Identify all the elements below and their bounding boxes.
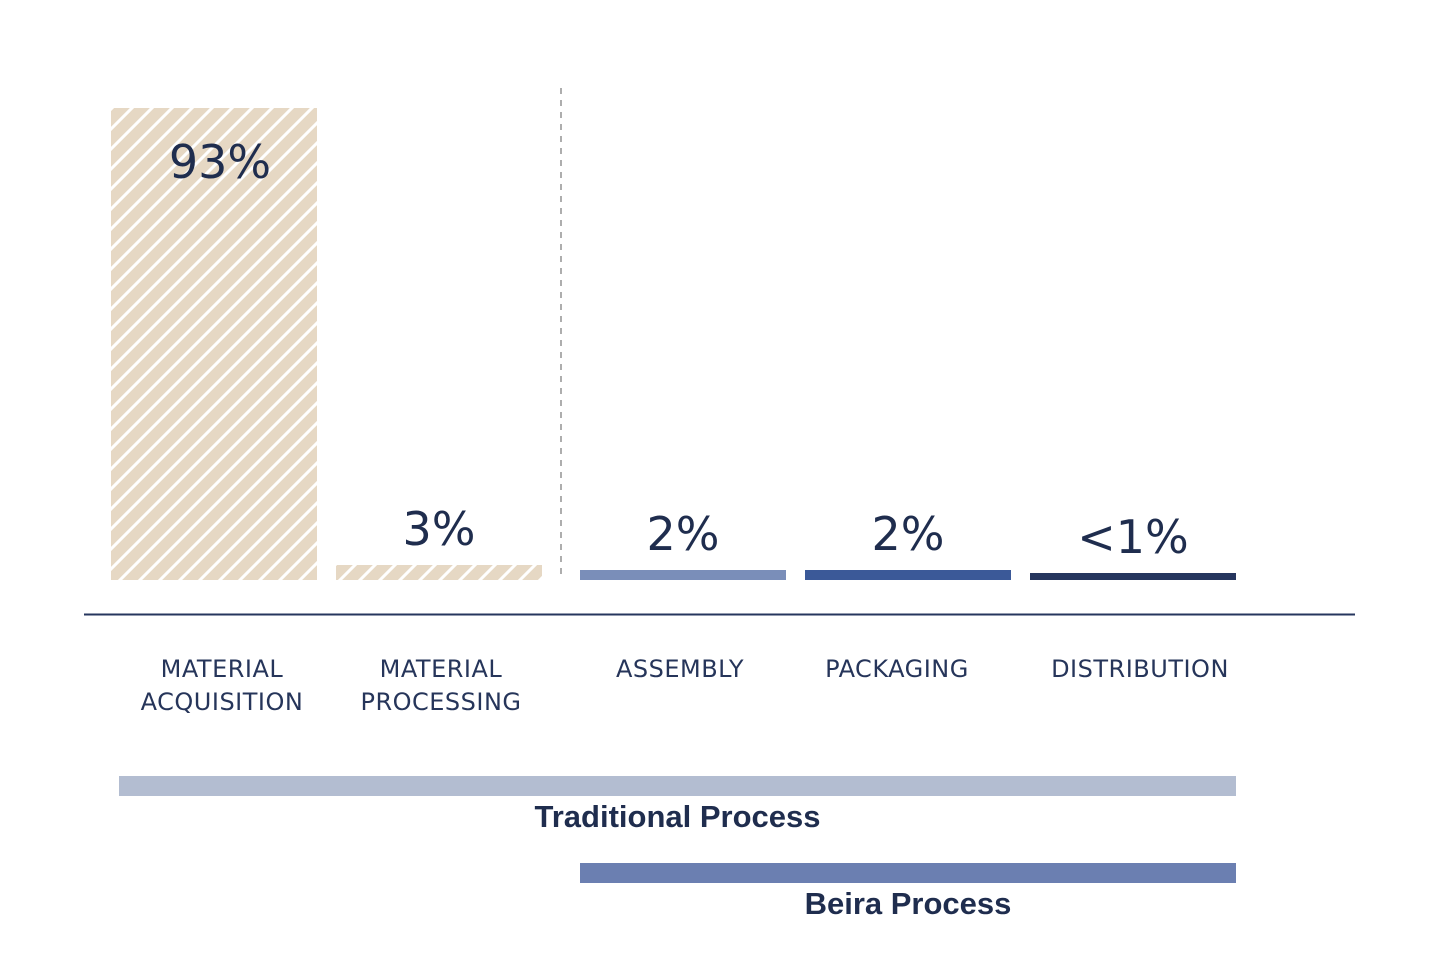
data-label: 2% bbox=[647, 507, 720, 561]
bar bbox=[580, 570, 786, 580]
category-label: PACKAGING bbox=[825, 655, 969, 683]
bar bbox=[805, 570, 1011, 580]
process-label: Beira Process bbox=[805, 886, 1012, 921]
category-label: ASSEMBLY bbox=[616, 655, 744, 683]
category-label: DISTRIBUTION bbox=[1051, 655, 1229, 683]
bar bbox=[1030, 573, 1236, 580]
process-band bbox=[119, 776, 1236, 796]
data-label: 3% bbox=[403, 502, 476, 556]
category-label: PROCESSING bbox=[360, 688, 521, 716]
category-label: MATERIAL bbox=[380, 655, 503, 683]
data-label: 2% bbox=[872, 507, 945, 561]
bar bbox=[336, 565, 542, 580]
category-label: MATERIAL bbox=[161, 655, 284, 683]
process-band bbox=[580, 863, 1236, 883]
process-label: Traditional Process bbox=[535, 799, 821, 834]
data-label: 93% bbox=[169, 135, 271, 189]
data-label: <1% bbox=[1077, 510, 1189, 564]
category-label: ACQUISITION bbox=[141, 688, 304, 716]
bar bbox=[111, 108, 317, 580]
